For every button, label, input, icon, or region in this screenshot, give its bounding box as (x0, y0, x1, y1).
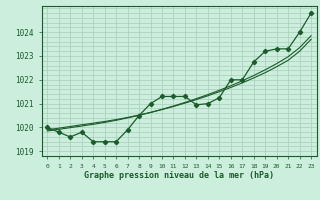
X-axis label: Graphe pression niveau de la mer (hPa): Graphe pression niveau de la mer (hPa) (84, 171, 274, 180)
